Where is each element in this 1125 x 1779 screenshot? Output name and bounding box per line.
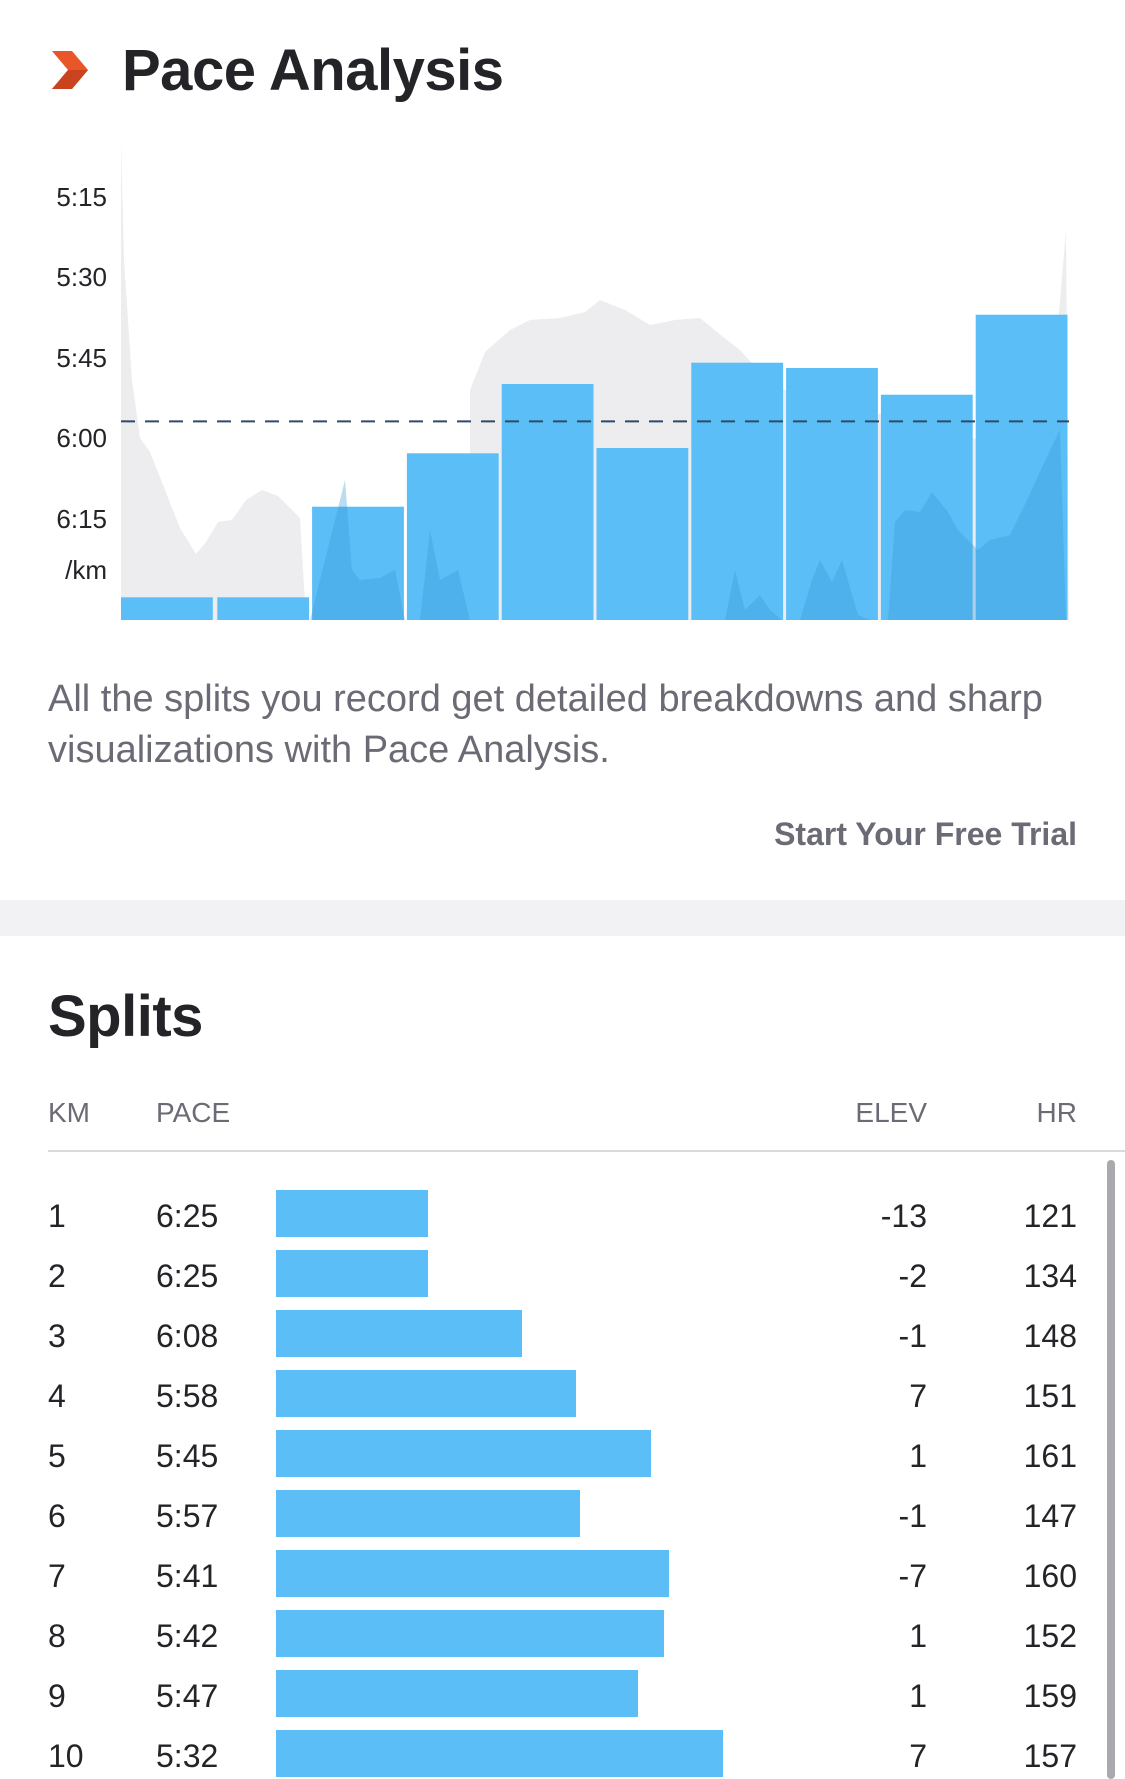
pace-bar xyxy=(312,506,404,620)
split-hr: 157 xyxy=(1023,1738,1077,1774)
pace-bar xyxy=(880,394,973,620)
split-km: 9 xyxy=(48,1678,66,1714)
split-row: 4 5:58 7 151 xyxy=(48,1370,1077,1430)
split-km: 5 xyxy=(48,1438,66,1474)
pace-bar xyxy=(691,362,784,620)
splits-title: Splits xyxy=(48,984,203,1049)
split-row: 9 5:47 1 159 xyxy=(48,1670,1077,1730)
split-hr: 160 xyxy=(1023,1558,1077,1594)
split-row: 5 5:45 1 161 xyxy=(48,1430,1077,1490)
split-hr: 147 xyxy=(1023,1498,1077,1534)
split-row: 8 5:42 1 152 xyxy=(48,1610,1077,1670)
split-pace-bar xyxy=(276,1730,723,1777)
pace-bar xyxy=(975,314,1068,620)
split-pace: 6:25 xyxy=(156,1258,219,1294)
split-pace: 5:42 xyxy=(156,1618,219,1654)
split-row: 6 5:57 -1 147 xyxy=(48,1490,1077,1550)
split-elev: -7 xyxy=(898,1558,927,1594)
split-pace: 5:47 xyxy=(156,1678,219,1714)
split-row: 2 6:25 -2 134 xyxy=(48,1250,1077,1310)
split-elev: -2 xyxy=(898,1258,927,1294)
header-divider xyxy=(48,1150,1125,1152)
pace-bar xyxy=(501,384,594,620)
y-tick-label: /km xyxy=(65,555,107,585)
split-pace-bar xyxy=(276,1550,669,1597)
split-pace-bar xyxy=(276,1430,651,1477)
start-free-trial-link[interactable]: Start Your Free Trial xyxy=(774,816,1077,852)
split-km: 7 xyxy=(48,1558,66,1594)
split-elev: 7 xyxy=(909,1378,927,1414)
splits-table: 1 6:25 -13 121 2 6:25 -2 134 3 6:08 -1 148 4 5:58 7 151… xyxy=(48,1190,1077,1779)
y-tick-label: 5:30 xyxy=(56,262,107,292)
split-row: 3 6:08 -1 148 xyxy=(48,1310,1077,1370)
split-pace: 5:45 xyxy=(156,1438,219,1474)
split-hr: 121 xyxy=(1023,1198,1077,1234)
split-hr: 161 xyxy=(1023,1438,1077,1474)
split-km: 1 xyxy=(48,1198,66,1234)
pace-analysis-description: All the splits you record get detailed b… xyxy=(48,678,1043,771)
pace-chart: 5:15 5:30 5:45 6:00 6:15/km xyxy=(0,140,1125,640)
split-pace: 5:58 xyxy=(156,1378,219,1414)
column-header-elev: ELEV xyxy=(855,1097,927,1128)
split-row: 10 5:32 7 157 xyxy=(48,1730,1077,1779)
y-tick-label: 5:45 xyxy=(56,343,107,373)
split-pace: 6:08 xyxy=(156,1318,219,1354)
split-elev: 7 xyxy=(909,1738,927,1774)
split-hr: 134 xyxy=(1023,1258,1077,1294)
pace-chart-svg xyxy=(121,140,1069,620)
split-pace-bar xyxy=(276,1490,580,1537)
column-header-pace: PACE xyxy=(156,1097,231,1128)
split-row: 1 6:25 -13 121 xyxy=(48,1190,1077,1250)
split-elev: -13 xyxy=(880,1198,927,1234)
split-km: 3 xyxy=(48,1318,66,1354)
split-hr: 151 xyxy=(1023,1378,1077,1414)
split-pace: 6:25 xyxy=(156,1198,219,1234)
pace-trace-area xyxy=(121,140,306,620)
scrollbar[interactable] xyxy=(1107,1160,1115,1779)
y-tick-label: 5:15 xyxy=(56,182,107,212)
split-km: 8 xyxy=(48,1618,66,1654)
split-elev: -1 xyxy=(898,1318,927,1354)
split-hr: 148 xyxy=(1023,1318,1077,1354)
split-hr: 159 xyxy=(1023,1678,1077,1714)
split-elev: 1 xyxy=(909,1678,927,1714)
chevron-right-icon xyxy=(52,51,88,89)
split-pace-bar xyxy=(276,1670,638,1717)
split-km: 6 xyxy=(48,1498,66,1534)
split-pace-bar xyxy=(276,1610,664,1657)
y-tick-label: 6:15 xyxy=(56,504,107,534)
split-elev: 1 xyxy=(909,1438,927,1474)
splits-column-headers: KM PACE ELEV HR xyxy=(48,1097,1077,1137)
split-km: 2 xyxy=(48,1258,66,1294)
pace-trace-overlay xyxy=(310,430,1066,620)
pace-bar xyxy=(406,453,499,620)
split-elev: 1 xyxy=(909,1618,927,1654)
pace-analysis-header: Pace Analysis xyxy=(48,37,504,103)
split-pace: 5:57 xyxy=(156,1498,219,1534)
pace-bar xyxy=(217,597,310,620)
split-km: 4 xyxy=(48,1378,66,1414)
pace-bar xyxy=(596,448,689,620)
split-row: 7 5:41 -7 160 xyxy=(48,1550,1077,1610)
section-divider xyxy=(0,900,1125,936)
column-header-hr: HR xyxy=(1036,1097,1077,1128)
split-elev: -1 xyxy=(898,1498,927,1534)
pace-bar xyxy=(786,368,878,620)
split-pace-bar xyxy=(276,1310,522,1357)
split-hr: 152 xyxy=(1023,1618,1077,1654)
split-pace-bar xyxy=(276,1190,428,1237)
split-pace: 5:32 xyxy=(156,1738,219,1774)
column-header-km: KM xyxy=(48,1097,90,1128)
split-pace-bar xyxy=(276,1250,428,1297)
pace-analysis-title: Pace Analysis xyxy=(122,37,504,103)
split-pace: 5:41 xyxy=(156,1558,219,1594)
pace-analysis-card: Pace Analysis 5:15 5:30 5:45 6:00 6:15/km Al… xyxy=(0,37,1125,852)
pace-bar xyxy=(121,597,213,620)
split-km: 10 xyxy=(48,1738,84,1774)
y-tick-label: 6:00 xyxy=(56,423,107,453)
split-pace-bar xyxy=(276,1370,576,1417)
